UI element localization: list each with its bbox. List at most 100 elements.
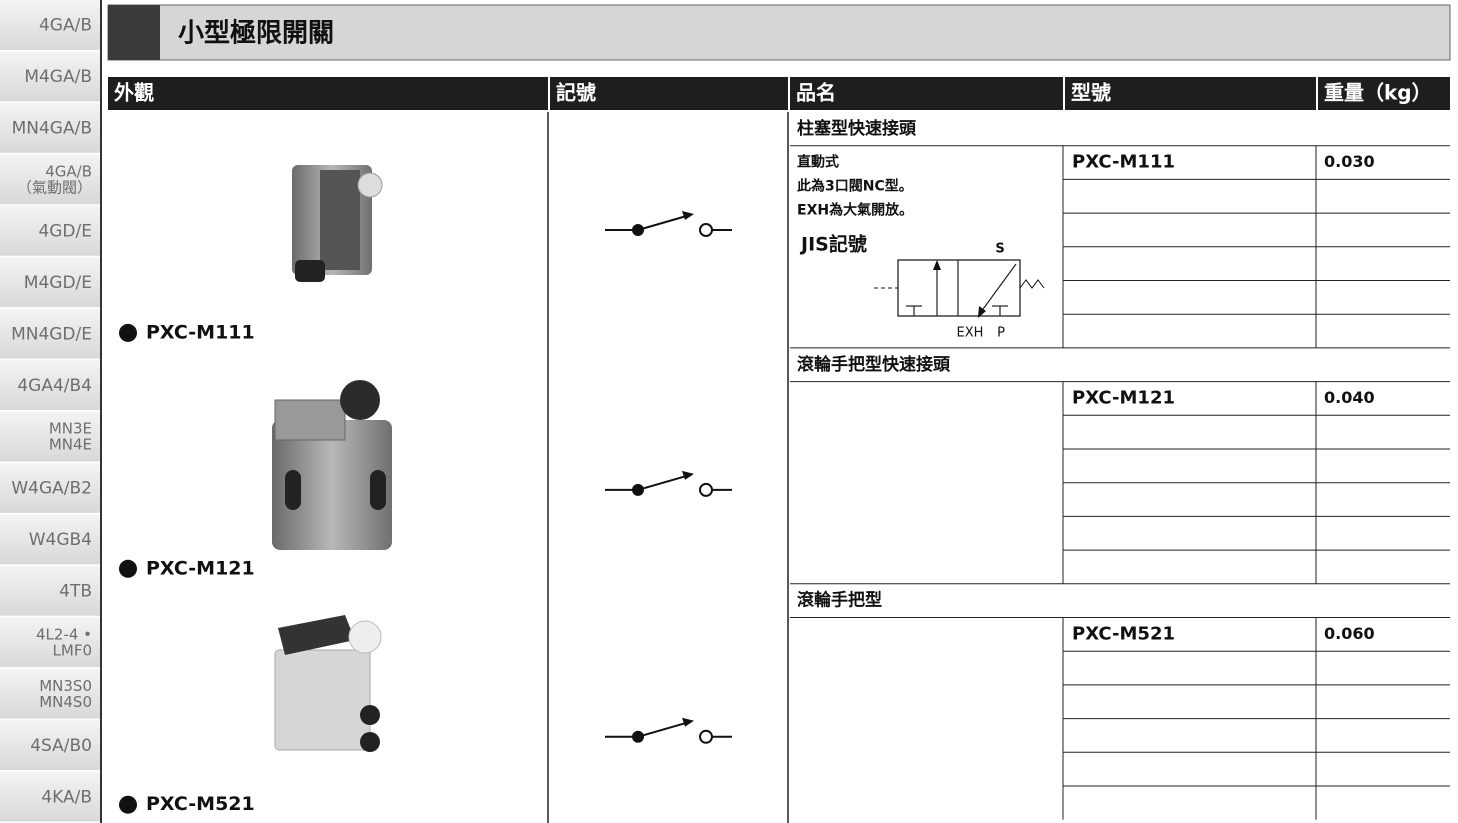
device-port xyxy=(360,732,380,752)
section-name: 滾輪手把型 xyxy=(797,590,882,611)
column-header xyxy=(550,77,788,110)
section-name: 柱塞型快速接頭 xyxy=(797,118,917,139)
symbol-blade xyxy=(637,473,691,491)
sidebar-tab-label: W4GB4 xyxy=(29,530,92,550)
header-bar xyxy=(107,4,1451,61)
sidebar-tab xyxy=(0,462,100,513)
sidebar-tab-label: 4GA4/B4 xyxy=(17,376,92,396)
sidebar-tab-label: M4GD/E xyxy=(24,273,92,293)
sidebar-tab xyxy=(0,257,100,308)
sidebar-tab-label: MN4E xyxy=(49,436,92,454)
product-label: PXC-M111 xyxy=(146,321,255,343)
weight: 0.030 xyxy=(1324,152,1375,171)
column-header xyxy=(790,77,1063,110)
device-lever xyxy=(274,399,346,441)
symbol-contact xyxy=(699,223,713,237)
product-image xyxy=(292,165,383,282)
device-lever xyxy=(278,615,355,655)
sidebar-tab-label: 4TB xyxy=(59,582,92,602)
sidebar-tab xyxy=(0,565,100,616)
model-number: PXC-M521 xyxy=(1072,623,1175,644)
device-side xyxy=(320,170,360,270)
symbol-title: JIS記號 xyxy=(799,233,867,256)
sidebar-tab-label: MN3E xyxy=(49,420,92,438)
valve-label: EXH xyxy=(957,326,984,341)
column-header-label: 重量（kg） xyxy=(1324,81,1432,105)
sidebar-tab xyxy=(0,205,100,256)
bullet xyxy=(119,323,137,342)
sidebar-tab xyxy=(0,308,100,359)
sidebar-tab xyxy=(0,514,100,565)
column-header-label: 記號 xyxy=(556,81,596,105)
note: 此為3口閥NC型。 xyxy=(797,178,913,195)
device-roller xyxy=(348,620,382,654)
sidebar-tab xyxy=(0,720,100,771)
sidebar-tab xyxy=(0,102,100,153)
sidebar-tab xyxy=(0,51,100,102)
column-header-label: 型號 xyxy=(1071,81,1111,105)
sidebar-tab-label: MN3S0 xyxy=(39,677,92,695)
column-header-label: 外觀 xyxy=(114,81,154,105)
valve-arrow xyxy=(977,263,1017,317)
valve-arrowhead xyxy=(978,306,986,318)
product-label: PXC-M121 xyxy=(146,557,255,579)
device-port xyxy=(370,470,386,510)
device-body xyxy=(274,649,371,751)
sidebar-tab-label: 4L2-4 • xyxy=(36,625,92,643)
symbol-blade xyxy=(637,214,691,231)
symbol-contact xyxy=(699,482,713,497)
valve-arrowhead xyxy=(933,260,941,270)
sidebar-tab-label: （氣動閥） xyxy=(17,179,92,197)
valve-label: P xyxy=(997,326,1005,341)
symbol-blade xyxy=(637,720,691,738)
symbol-arrow xyxy=(682,470,694,480)
bullet xyxy=(119,559,137,578)
model-number: PXC-M111 xyxy=(1072,152,1175,173)
valve-label: S xyxy=(995,242,1004,257)
weight: 0.040 xyxy=(1324,388,1375,407)
sidebar-tab-label: LMF0 xyxy=(53,641,92,659)
product-label: PXC-M521 xyxy=(146,793,255,815)
header-block xyxy=(108,5,160,60)
symbol-contact xyxy=(699,729,713,744)
sidebar-tab-label: W4GA/B2 xyxy=(11,479,92,499)
sidebar-tab-label: MN4GA/B xyxy=(12,119,92,139)
device-port xyxy=(360,705,380,725)
sidebar-tab-label: 4GD/E xyxy=(38,221,92,241)
header-title: 小型極限開關 xyxy=(178,19,334,49)
sidebar-tab-label: MN4GD/E xyxy=(11,324,92,344)
device-port xyxy=(295,260,325,282)
valve-spring xyxy=(1019,279,1045,289)
column-header xyxy=(108,77,548,110)
note: EXH為大氣開放。 xyxy=(797,202,913,219)
model-number: PXC-M121 xyxy=(1072,387,1175,408)
product-image xyxy=(272,380,392,550)
section-name: 滾輪手把型快速接頭 xyxy=(797,354,951,375)
column-header-label: 品名 xyxy=(796,81,836,105)
sidebar-tab xyxy=(0,771,100,822)
note: 直動式 xyxy=(797,154,839,171)
sidebar-tab-label: 4GA/B xyxy=(45,163,92,181)
product-image xyxy=(274,615,382,752)
weight: 0.060 xyxy=(1324,624,1375,643)
valve-box xyxy=(897,259,1021,317)
sidebar-tab-label: 4KA/B xyxy=(41,787,92,807)
column-header xyxy=(1065,77,1316,110)
device-roller xyxy=(340,380,380,420)
sidebar-tab xyxy=(0,0,100,50)
device-body xyxy=(272,420,392,550)
sidebar-tab-label: M4GA/B xyxy=(24,67,92,87)
bullet xyxy=(119,795,137,814)
sidebar-tab-label: MN4S0 xyxy=(39,693,92,711)
sidebar-tab xyxy=(0,668,100,719)
sidebar-tab xyxy=(0,154,100,205)
device-port xyxy=(285,470,301,510)
sidebar-tab xyxy=(0,360,100,410)
symbol-arrow xyxy=(682,717,694,727)
column-header xyxy=(1318,77,1450,110)
sidebar-tab-label: 4SA/B0 xyxy=(30,736,92,756)
sidebar-tab-label: 4GA/B xyxy=(39,16,92,36)
device-plunger xyxy=(357,172,383,198)
